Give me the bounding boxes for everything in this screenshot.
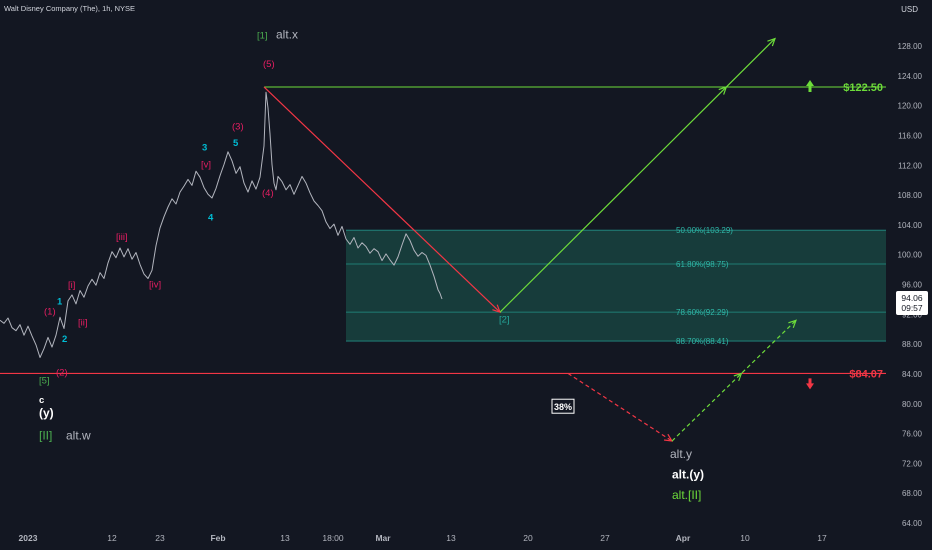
projection-alt-down-arrowhead-icon	[663, 433, 674, 442]
projection-alt-up	[671, 319, 797, 442]
projection-layer	[263, 37, 797, 442]
level-lines-layer: $122.50 $84.07	[0, 79, 886, 390]
y-tick-label-5: 108.00	[898, 191, 923, 200]
wave-label-6: [v]	[201, 159, 211, 170]
target-up-label: $122.50	[843, 82, 883, 94]
x-tick-label-8: 20	[523, 533, 533, 543]
y-axis: 128.00 124.00 120.00 116.00 112.00 108.00 104.…	[896, 42, 928, 528]
projection-alt-up-arrowhead-icon	[788, 319, 797, 328]
x-tick-label-3: Feb	[210, 533, 225, 543]
y-tick-label-6: 104.00	[898, 221, 923, 230]
x-tick-label-6: Mar	[375, 533, 391, 543]
wave-label-16: (2)	[56, 367, 68, 378]
probability-badge-label: 38%	[554, 402, 572, 412]
chart-title: Walt Disney Company (The), 1h, NYSE	[4, 4, 136, 13]
wave-label-17: [5]	[39, 376, 50, 387]
y-tick-label-4: 112.00	[898, 161, 922, 170]
y-tick-label-3: 116.00	[898, 131, 922, 140]
fib-level-label-3: 88.70%(88.41)	[676, 337, 729, 346]
x-tick-label-9: 27	[600, 533, 610, 543]
x-tick-label-10: Apr	[676, 533, 691, 543]
projection-main-up	[499, 38, 776, 313]
x-tick-label-11: 10	[740, 533, 750, 543]
x-tick-label-5: 18:00	[322, 533, 344, 543]
fib-zone-box	[346, 230, 886, 342]
wave-label-8: 4	[208, 212, 214, 223]
wave-label-10: [iv]	[149, 279, 161, 290]
wave-label-23: alt.y	[670, 447, 692, 461]
y-tick-label-14: 72.00	[902, 459, 923, 468]
target-down-arrow-icon	[806, 378, 814, 390]
y-tick-label-8: 96.00	[902, 281, 923, 290]
price-line	[0, 91, 443, 358]
current-price-box	[896, 290, 928, 315]
wave-label-24: alt.(y)	[672, 467, 704, 481]
x-tick-label-1: 12	[107, 533, 117, 543]
x-axis: 2023 12 23 Feb 13 18:00 Mar 13 20 27 Apr 10 17	[19, 533, 827, 543]
fib-level-label-2: 78.60%(92.29)	[676, 308, 729, 317]
wave-label-22: [2]	[499, 315, 510, 326]
wave-label-7: (4)	[262, 188, 274, 199]
wave-label-13: (1)	[44, 306, 56, 317]
y-tick-label-10: 88.00	[902, 340, 923, 349]
currency-label[interactable]: USD	[901, 5, 918, 14]
x-tick-label-7: 13	[446, 533, 456, 543]
wave-label-18: c	[39, 395, 44, 406]
x-tick-label-12: 17	[817, 533, 827, 543]
target-up-arrow-icon	[806, 79, 814, 92]
y-tick-label-11: 84.00	[902, 370, 923, 379]
projection-main-up-mid-arrowhead-icon	[718, 86, 728, 95]
y-tick-label-12: 80.00	[902, 400, 923, 409]
y-tick-label-13: 76.00	[902, 430, 923, 439]
y-tick-label-2: 120.00	[898, 102, 923, 111]
wave-label-14: [ii]	[78, 317, 88, 328]
fib-zone-layer: 50.00%(103.29) 61.80%(98.75) 78.60%(92.29)…	[346, 226, 886, 346]
wave-label-15: 2	[62, 334, 67, 345]
wave-label-4: 5	[233, 138, 239, 149]
projection-main-down	[263, 86, 501, 313]
x-tick-label-4: 13	[280, 533, 290, 543]
wave-label-21: alt.w	[66, 429, 91, 443]
y-tick-label-0: 128.00	[898, 42, 923, 51]
y-tick-label-1: 124.00	[898, 72, 923, 81]
fib-level-label-1: 61.80%(98.75)	[676, 260, 729, 269]
wave-label-25: alt.[II]	[672, 488, 701, 502]
x-tick-label-0: 2023	[19, 533, 38, 543]
wave-label-3: (3)	[232, 121, 244, 132]
wave-label-0: [1]	[257, 31, 268, 42]
wave-label-12: 1	[57, 297, 63, 308]
current-price-countdown: 09:57	[901, 303, 923, 313]
wave-label-20: [II]	[39, 429, 52, 443]
projection-main-up-arrowhead-icon	[767, 37, 776, 47]
probability-badge-box	[551, 398, 575, 414]
projection-alt-up-mid-arrowhead-icon	[733, 372, 743, 382]
wave-label-1: alt.x	[276, 28, 298, 42]
current-price-label: 94.06	[901, 293, 923, 303]
wave-label-5: 3	[202, 142, 207, 153]
projection-alt-down	[567, 372, 673, 442]
y-tick-label-7: 100.00	[898, 251, 923, 260]
wave-label-9: [iii]	[116, 232, 128, 243]
wave-label-11: [i]	[68, 280, 75, 291]
wave-labels-layer: [1] alt.x (5) (3) 5 3 [v] (4) 4 [iii] [iv] [i] 1(1) […	[39, 28, 704, 503]
price-series-layer	[0, 91, 443, 358]
wave-label-19: (y)	[39, 406, 54, 420]
x-tick-label-2: 23	[155, 533, 165, 543]
fib-level-label-0: 50.00%(103.29)	[676, 226, 733, 235]
y-tick-label-16: 64.00	[902, 519, 923, 528]
target-down-label: $84.07	[849, 368, 883, 380]
wave-label-2: (5)	[263, 59, 275, 70]
y-tick-label-15: 68.00	[902, 489, 923, 498]
